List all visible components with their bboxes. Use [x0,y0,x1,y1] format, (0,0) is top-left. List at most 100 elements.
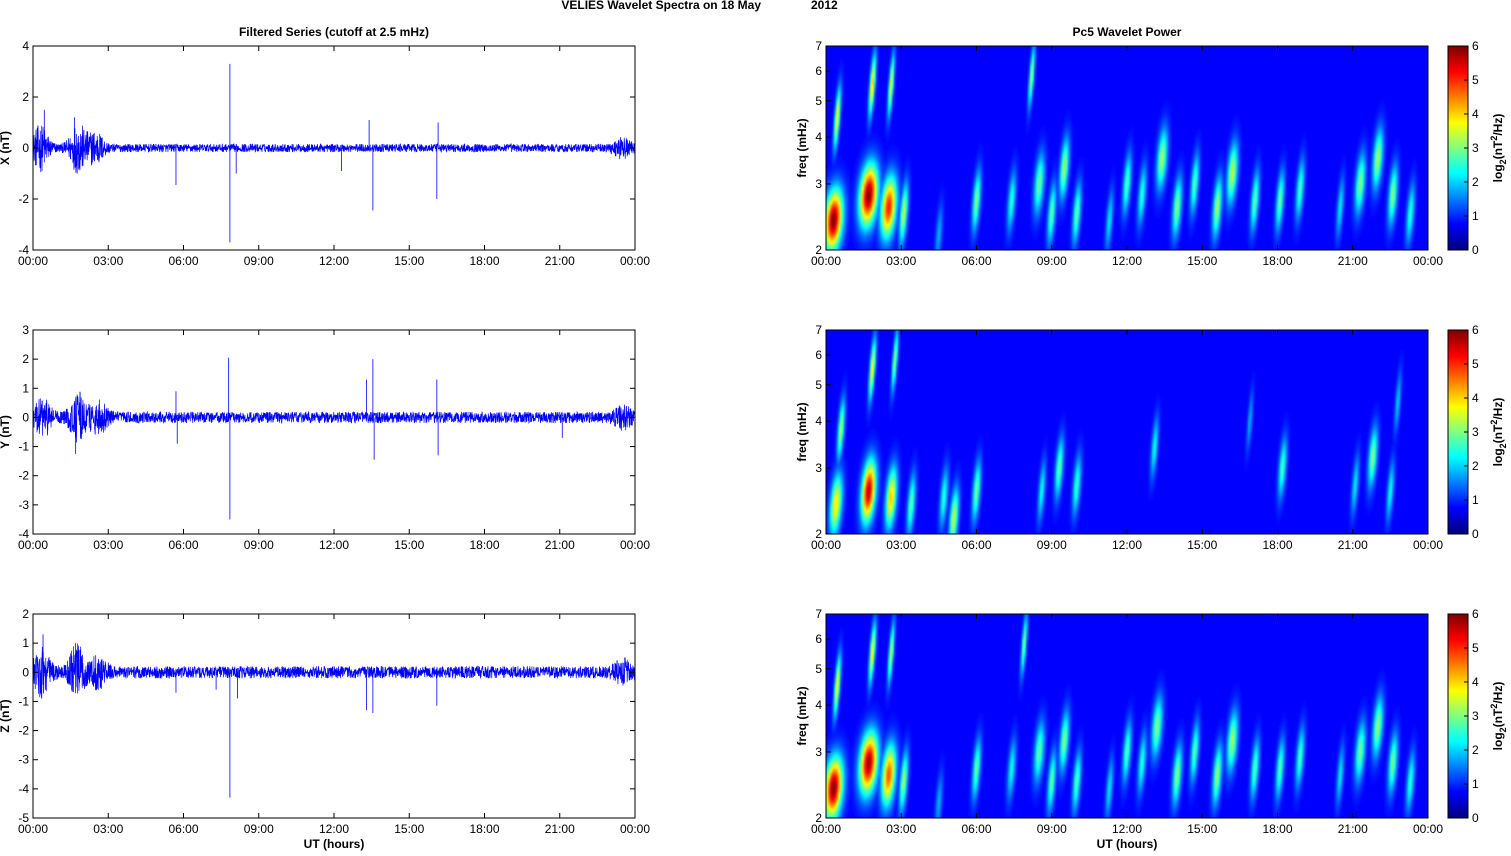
wavelet-z-colorbar-label: log2(nT2/Hz) [1489,682,1508,751]
time-series-y-background [33,330,635,534]
wavelet-y-xtick-label: 15:00 [1187,538,1217,552]
wavelet-y-colorbar-tick-label: 2 [1472,459,1479,473]
time-series-x-ylabel: X (nT) [0,131,12,165]
time-series-z-xtick-label: 06:00 [168,822,198,836]
wavelet-y-colorbar-tick-label: 6 [1472,323,1479,337]
wavelet-y-xtick-label: 09:00 [1037,538,1067,552]
wavelet-x-ylabel: freq (mHz) [795,118,809,177]
wavelet-y-xtick-label: 06:00 [961,538,991,552]
time-series-y-xtick-label: 21:00 [545,538,575,552]
wavelet-x-heatmap [826,46,1428,250]
wavelet-x-xtick-label: 18:00 [1262,254,1292,268]
time-series-z-ylabel: Z (nT) [0,699,12,732]
time-series-x-ytick-label: -2 [18,192,29,206]
time-series-y-ytick-label: -2 [18,469,29,483]
time-series-y-xtick-label: 03:00 [93,538,123,552]
time-series-y-xtick-label: 15:00 [394,538,424,552]
wavelet-x-ytick-label: 4 [815,130,822,144]
time-series-x-xtick-label: 18:00 [469,254,499,268]
wavelet-z-ytick-label: 4 [815,698,822,712]
wavelet-x-title: Pc5 Wavelet Power [1073,25,1182,39]
time-series-x-xtick-label: 03:00 [93,254,123,268]
wavelet-x-xtick-label: 03:00 [886,254,916,268]
time-series-z-trace [32,643,636,699]
wavelet-z-xlabel: UT (hours) [1097,837,1158,851]
time-series-z-background [33,614,635,818]
wavelet-z-heatmap [826,614,1428,818]
wavelet-z-colorbar-tick-label: 2 [1472,743,1479,757]
wavelet-x-colorbar-tick-label: 5 [1472,73,1479,87]
wavelet-z-colorbar-tick-label: 3 [1472,709,1479,723]
wavelet-y-colorbar [1448,330,1468,534]
wavelet-x-xtick-label: 00:00 [1413,254,1443,268]
time-series-y-ytick-label: 1 [22,381,29,395]
wavelet-z-xtick-label: 00:00 [811,822,841,836]
wavelet-y-colorbar-tick-label: 1 [1472,493,1479,507]
wavelet-y-heatmap [826,330,1428,534]
wavelet-x-xtick-label: 09:00 [1037,254,1067,268]
wavelet-z-ytick-label: 6 [815,632,822,646]
time-series-y-ytick-label: -3 [18,498,29,512]
time-series-x-ytick-label: 0 [22,141,29,155]
time-series-z-ytick-label: 0 [22,665,29,679]
wavelet-y-xtick-label: 00:00 [1413,538,1443,552]
time-series-x-xtick-label: 06:00 [168,254,198,268]
time-series-z-ytick-label: 1 [22,636,29,650]
time-series-y-xtick-label: 06:00 [168,538,198,552]
time-series-x-xtick-label: 00:00 [620,254,650,268]
wavelet-x-xtick-label: 12:00 [1112,254,1142,268]
time-series-z-xtick-label: 09:00 [244,822,274,836]
time-series-z-xtick-label: 12:00 [319,822,349,836]
wavelet-x-xtick-label: 21:00 [1338,254,1368,268]
time-series-x-ytick-label: -4 [18,243,29,257]
wavelet-x-colorbar-label: log2(nT2/Hz) [1489,114,1508,183]
wavelet-z-ytick-label: 5 [815,662,822,676]
wavelet-z-xtick-label: 12:00 [1112,822,1142,836]
time-series-x-xtick-label: 09:00 [244,254,274,268]
wavelet-z-ytick-label: 2 [815,811,822,825]
wavelet-x-xtick-label: 00:00 [811,254,841,268]
time-series-x-trace [32,125,636,174]
time-series-z-xtick-label: 00:00 [18,822,48,836]
time-series-z-ytick-label: -1 [18,694,29,708]
wavelet-x-colorbar-tick-label: 0 [1472,243,1479,257]
wavelet-y-ytick-label: 5 [815,378,822,392]
wavelet-y-colorbar-tick-label: 4 [1472,391,1479,405]
wavelet-x-ytick-label: 3 [815,177,822,191]
wavelet-y-ytick-label: 2 [815,527,822,541]
time-series-z-xtick-label: 18:00 [469,822,499,836]
time-series-z-ytick-label: -5 [18,811,29,825]
wavelet-y-colorbar-tick-label: 3 [1472,425,1479,439]
wavelet-y-xtick-label: 18:00 [1262,538,1292,552]
wavelet-x-colorbar-tick-label: 3 [1472,141,1479,155]
wavelet-y-xtick-label: 21:00 [1338,538,1368,552]
wavelet-y-ytick-label: 3 [815,461,822,475]
wavelet-y-ytick-label: 6 [815,348,822,362]
time-series-z-xtick-label: 03:00 [93,822,123,836]
wavelet-y-ytick-label: 4 [815,414,822,428]
wavelet-y-xtick-label: 03:00 [886,538,916,552]
wavelet-z-colorbar-tick-label: 0 [1472,811,1479,825]
wavelet-x-colorbar-tick-label: 1 [1472,209,1479,223]
time-series-y-ylabel: Y (nT) [0,415,12,449]
time-series-y-xtick-label: 00:00 [620,538,650,552]
wavelet-x-colorbar-tick-label: 2 [1472,175,1479,189]
wavelet-y-ytick-label: 7 [815,323,822,337]
time-series-z-ytick-label: -3 [18,753,29,767]
figure-title-left: VELIES Wavelet Spectra on 18 May [561,0,761,12]
time-series-z-ytick-label: 2 [22,607,29,621]
figure-title-right: 2012 [811,0,838,12]
time-series-y-ytick-label: -4 [18,527,29,541]
time-series-z-xlabel: UT (hours) [304,837,365,851]
wavelet-x-ytick-label: 7 [815,39,822,53]
time-series-x-ytick-label: 4 [22,39,29,53]
time-series-z-xtick-label: 15:00 [394,822,424,836]
time-series-y-ytick-label: 0 [22,410,29,424]
wavelet-x-colorbar-tick-label: 6 [1472,39,1479,53]
wavelet-z-xtick-label: 06:00 [961,822,991,836]
wavelet-z-colorbar-tick-label: 4 [1472,675,1479,689]
wavelet-x-colorbar [1448,46,1468,250]
time-series-y-xtick-label: 00:00 [18,538,48,552]
time-series-y-xtick-label: 18:00 [469,538,499,552]
